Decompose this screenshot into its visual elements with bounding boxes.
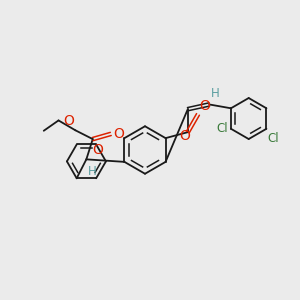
- Text: H: H: [88, 165, 96, 178]
- Text: O: O: [180, 128, 190, 142]
- Text: H: H: [211, 87, 219, 100]
- Text: O: O: [92, 143, 103, 158]
- Text: O: O: [199, 99, 210, 113]
- Text: Cl: Cl: [268, 132, 279, 145]
- Text: Cl: Cl: [216, 122, 228, 135]
- Text: O: O: [63, 114, 74, 128]
- Text: O: O: [113, 127, 124, 141]
